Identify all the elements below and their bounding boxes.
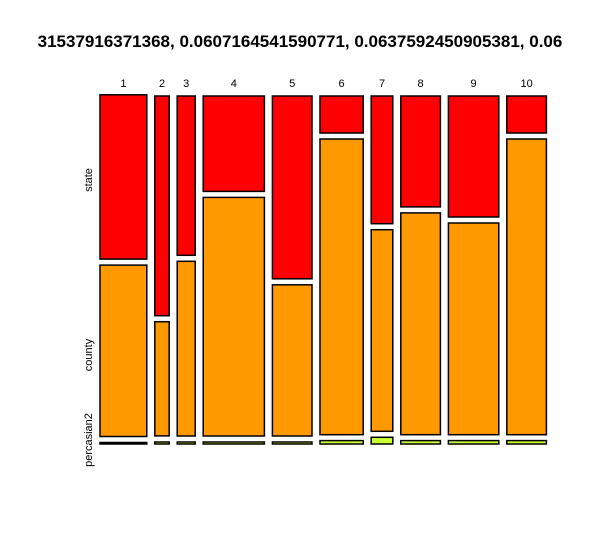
tile-county-col-3 bbox=[176, 260, 196, 437]
x-label-3: 3 bbox=[183, 78, 189, 90]
tile-county-col-4 bbox=[202, 196, 266, 437]
mosaic-marks bbox=[99, 94, 548, 445]
x-category-labels: 1 2 3 4 5 6 7 8 9 10 bbox=[120, 78, 532, 90]
tile-county-col-10 bbox=[506, 138, 548, 436]
chart-title: 31537916371368, 0.0607164541590771, 0.06… bbox=[38, 32, 563, 51]
tile-state-col-1 bbox=[99, 94, 148, 260]
tile-county-col-5 bbox=[271, 284, 313, 437]
y-label-percasian2: percasian2 bbox=[83, 413, 95, 467]
tile-percasian2-col-3 bbox=[176, 441, 196, 445]
tile-state-col-6 bbox=[319, 95, 364, 134]
tile-state-col-4 bbox=[202, 95, 266, 193]
tile-percasian2-col-8 bbox=[400, 439, 442, 445]
x-label-1: 1 bbox=[120, 78, 126, 90]
tile-state-col-8 bbox=[400, 95, 442, 208]
x-label-8: 8 bbox=[418, 78, 424, 90]
tile-county-col-2 bbox=[154, 320, 170, 437]
tile-county-col-1 bbox=[99, 264, 148, 438]
tile-percasian2-col-7 bbox=[370, 436, 394, 445]
x-label-10: 10 bbox=[520, 78, 532, 90]
tile-state-col-2 bbox=[154, 95, 170, 317]
tile-percasian2-col-2 bbox=[154, 441, 170, 445]
x-label-6: 6 bbox=[339, 78, 345, 90]
tile-state-col-3 bbox=[176, 95, 196, 257]
tile-county-col-6 bbox=[319, 138, 364, 436]
tile-percasian2-col-5 bbox=[271, 441, 313, 445]
tile-percasian2-col-1 bbox=[99, 441, 148, 445]
tile-state-col-9 bbox=[447, 95, 500, 218]
tile-percasian2-col-6 bbox=[319, 439, 364, 445]
tile-percasian2-col-9 bbox=[447, 439, 500, 445]
x-label-5: 5 bbox=[289, 78, 295, 90]
x-label-9: 9 bbox=[471, 78, 477, 90]
tile-state-col-7 bbox=[370, 95, 394, 225]
y-label-county: county bbox=[83, 338, 95, 371]
x-label-4: 4 bbox=[231, 78, 237, 90]
y-label-state: state bbox=[83, 168, 95, 192]
tile-percasian2-col-10 bbox=[506, 439, 548, 445]
tile-state-col-5 bbox=[271, 95, 313, 280]
tile-state-col-10 bbox=[506, 95, 548, 134]
y-level-labels: percasian2 county state bbox=[83, 168, 95, 467]
tile-county-col-8 bbox=[400, 212, 442, 436]
tile-percasian2-col-4 bbox=[202, 441, 266, 445]
x-label-7: 7 bbox=[379, 78, 385, 90]
tile-county-col-7 bbox=[370, 228, 394, 433]
tile-county-col-9 bbox=[447, 222, 500, 436]
x-label-2: 2 bbox=[159, 78, 165, 90]
